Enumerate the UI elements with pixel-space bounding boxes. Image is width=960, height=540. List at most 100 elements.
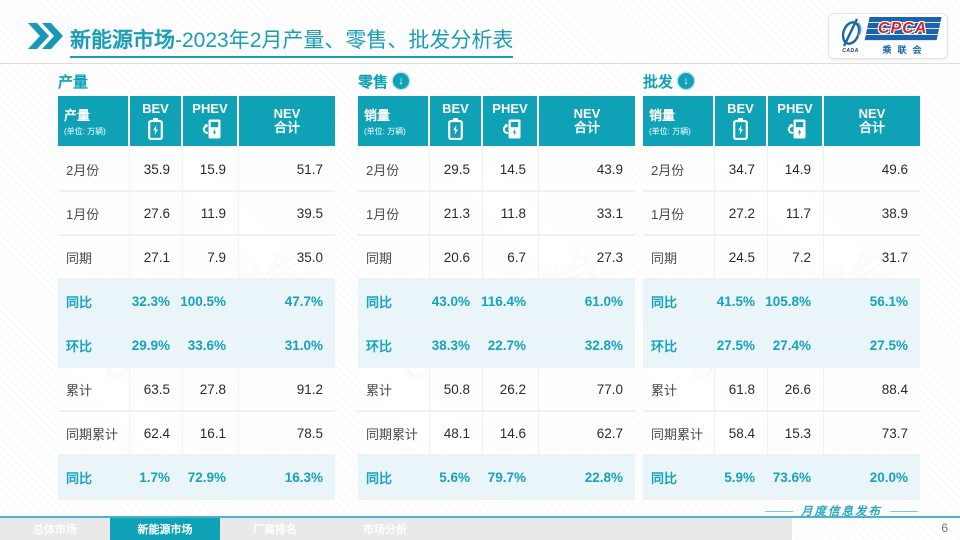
battery-icon: [733, 117, 748, 140]
value-cell: 78.5: [239, 412, 335, 456]
table-row-header: 销量 (单位: 万辆): [358, 96, 430, 148]
row-label: 累计: [643, 368, 715, 412]
unit-label: (单位: 万辆): [364, 127, 406, 136]
cada-swoosh-icon: [841, 18, 861, 47]
value-cell: 14.5: [483, 148, 539, 192]
value-cell: 15.3: [768, 412, 824, 456]
value-cell: 27.1: [130, 236, 183, 280]
value-cell: 32.3%: [130, 280, 183, 324]
charger-icon: [502, 119, 520, 139]
cpca-label: CPCA: [877, 19, 928, 37]
value-cell: 58.4: [715, 412, 768, 456]
value-cell: 5.6%: [430, 456, 483, 500]
section-header: 零售 ↓: [358, 70, 635, 92]
row-header-title: 销量: [649, 108, 676, 123]
row-header-title: 产量: [64, 108, 91, 123]
title-highlight: 新能源市场: [70, 29, 175, 52]
row-label: 2月份: [643, 148, 715, 192]
phev-column-label: PHEV: [492, 101, 528, 117]
row-header-title: 销量: [364, 108, 391, 123]
value-cell: 51.7: [239, 148, 335, 192]
value-cell: 27.4%: [768, 324, 824, 368]
cpca-subtitle: 乘联会: [882, 44, 928, 55]
column-header-bev: BEV: [130, 96, 183, 148]
value-cell: 38.9: [824, 192, 920, 236]
battery-icon: [448, 117, 463, 140]
nev-column-label2: 合计: [858, 120, 885, 135]
row-label: 同比: [58, 280, 130, 324]
retail-table: 销量 (单位: 万辆) BEV PHEV NEV 合计 2月份 29.5 14.5 43.9 1月份…: [358, 96, 635, 500]
value-cell: 27.5%: [715, 324, 768, 368]
section-header: 批发 ↓: [643, 70, 920, 92]
section-header: 产量: [58, 70, 335, 92]
value-cell: 63.5: [130, 368, 183, 412]
section-production: 产量 产量 (单位: 万辆) BEV PHEV NEV 合计 2月份 35.9 15.9 51.7…: [58, 70, 335, 500]
row-label: 环比: [643, 324, 715, 368]
value-cell: 27.6: [130, 192, 183, 236]
value-cell: 24.5: [715, 236, 768, 280]
column-header-phev: PHEV: [768, 96, 824, 148]
value-cell: 72.9%: [183, 456, 239, 500]
row-label: 1月份: [58, 192, 130, 236]
value-cell: 11.7: [768, 192, 824, 236]
value-cell: 34.7: [715, 148, 768, 192]
column-header-phev: PHEV: [483, 96, 539, 148]
tab-oem-ranking[interactable]: 厂商排名: [253, 524, 297, 536]
value-cell: 27.5%: [824, 324, 920, 368]
value-cell: 22.7%: [483, 324, 539, 368]
column-header-bev: BEV: [715, 96, 768, 148]
tab-market-analysis[interactable]: 市场分析: [363, 524, 407, 536]
value-cell: 50.8: [430, 368, 483, 412]
value-cell: 100.5%: [180, 280, 239, 324]
row-label: 累计: [58, 368, 130, 412]
row-label: 环比: [58, 324, 130, 368]
value-cell: 16.3%: [239, 456, 335, 500]
tab-overall-market[interactable]: 总体市场: [33, 524, 77, 536]
row-label: 同期: [643, 236, 715, 280]
value-cell: 26.6: [768, 368, 824, 412]
value-cell: 31.0%: [239, 324, 335, 368]
note-dash: [890, 510, 918, 512]
value-cell: 62.4: [130, 412, 183, 456]
value-cell: 49.6: [824, 148, 920, 192]
value-cell: 39.5: [239, 192, 335, 236]
bev-column-label: BEV: [142, 101, 169, 117]
charger-icon: [787, 119, 805, 139]
value-cell: 91.2: [239, 368, 335, 412]
value-cell: 88.4: [824, 368, 920, 412]
cpca-logo: CADA CPCA 乘联会: [828, 13, 948, 59]
value-cell: 73.6%: [768, 456, 824, 500]
tab-nev-market[interactable]: 新能源市场: [110, 518, 220, 540]
value-cell: 77.0: [539, 368, 635, 412]
section-title: 批发: [643, 73, 674, 91]
value-cell: 56.1%: [824, 280, 920, 324]
note-text: 月度信息发布: [801, 504, 882, 518]
value-cell: 41.5%: [715, 280, 768, 324]
value-cell: 16.1: [183, 412, 239, 456]
column-header-bev: BEV: [430, 96, 483, 148]
row-label: 同期累计: [643, 412, 715, 456]
cpca-plate: CPCA: [863, 16, 942, 41]
footer-divider: [0, 516, 960, 518]
down-arrow-icon: ↓: [393, 73, 410, 89]
bev-column-label: BEV: [727, 101, 754, 117]
double-chevron-icon: [28, 23, 63, 49]
battery-icon: [148, 117, 163, 140]
value-cell: 48.1: [430, 412, 483, 456]
value-cell: 33.1: [539, 192, 635, 236]
value-cell: 27.3: [539, 236, 635, 280]
value-cell: 79.7%: [483, 456, 539, 500]
page-number: 6: [941, 521, 948, 535]
title-rest: -2023年2月产量、零售、批发分析表: [175, 29, 514, 52]
row-label: 同比: [358, 456, 430, 500]
table-row-header: 销量 (单位: 万辆): [643, 96, 715, 148]
value-cell: 6.7: [483, 236, 539, 280]
row-label: 同期: [358, 236, 430, 280]
value-cell: 7.2: [768, 236, 824, 280]
unit-label: (单位: 万辆): [649, 127, 691, 136]
value-cell: 47.7%: [239, 280, 335, 324]
value-cell: 62.7: [539, 412, 635, 456]
column-header-nev: NEV 合计: [824, 96, 920, 148]
column-header-nev: NEV 合计: [539, 96, 635, 148]
row-label: 同比: [58, 456, 130, 500]
